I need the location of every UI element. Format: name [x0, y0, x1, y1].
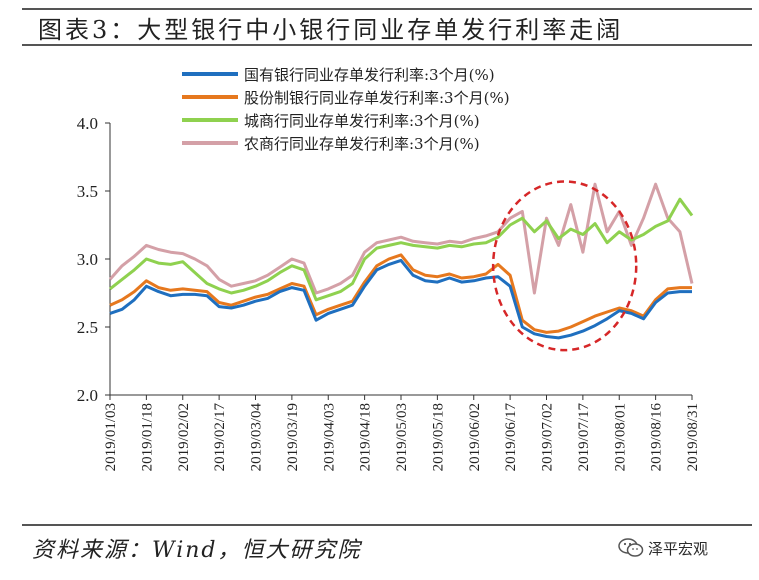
series-line-joint — [109, 253, 692, 334]
page-title: 图表3：大型银行中小银行同业存单发行利率走阔 — [38, 16, 624, 44]
x-tick-label: 2019/02/17 — [212, 403, 228, 472]
highlight-ellipse — [491, 180, 638, 352]
legend-label: 城商行同业存单发行利率:3个月(%) — [244, 112, 480, 130]
x-tick-label: 2019/04/18 — [358, 403, 374, 471]
x-tick-label: 2019/03/04 — [249, 403, 265, 472]
x-tick-label: 2019/08/31 — [685, 403, 701, 471]
title-rule-top — [22, 8, 752, 10]
y-tick-label: 3.0 — [77, 250, 98, 269]
title-rule-bottom — [22, 44, 752, 46]
y-tick-label: 2.5 — [77, 318, 98, 337]
y-tick-label: 4.0 — [77, 114, 98, 133]
x-tick-label: 2019/08/16 — [649, 403, 665, 472]
source-note: 资料来源：Wind，恒大研究院 — [32, 538, 362, 563]
x-tick-label: 2019/08/01 — [612, 403, 628, 471]
y-tick-label: 3.5 — [77, 182, 98, 201]
line-chart: 2.0 2.5 3.0 3.5 4.0 2019/01/03 2019/01/18 2019/… — [77, 66, 701, 472]
x-tick-label: 2019/03/19 — [285, 403, 301, 471]
x-tick-label: 2019/06/02 — [467, 403, 483, 471]
x-tick-label: 2019/05/18 — [430, 403, 446, 471]
brand: 泽平宏观 — [618, 536, 708, 560]
x-tick-label: 2019/01/03 — [103, 403, 119, 471]
x-tick-label: 2019/05/03 — [394, 403, 410, 471]
legend-label: 股份制银行同业存单发行利率:3个月(%) — [244, 89, 510, 107]
wechat-icon — [618, 538, 644, 557]
series-line-state — [109, 258, 692, 340]
series-line-rural — [108, 182, 694, 295]
x-tick-label: 2019/02/02 — [176, 403, 192, 471]
title-bar: 图表3：大型银行中小银行同业存单发行利率走阔 — [22, 6, 752, 44]
brand-name: 泽平宏观 — [648, 539, 709, 558]
x-tick-label: 2019/07/17 — [576, 403, 592, 472]
y-tick-label: 2.0 — [77, 386, 98, 405]
legend-label: 农商行同业存单发行利率:3个月(%) — [244, 135, 480, 153]
legend-label: 国有银行同业存单发行利率:3个月(%) — [244, 66, 495, 84]
series-line-city — [109, 197, 694, 302]
x-tick-label: 2019/04/03 — [321, 403, 337, 471]
x-tick-label: 2019/01/18 — [139, 403, 155, 471]
footer-rule — [22, 524, 752, 526]
x-tick-label: 2019/06/17 — [503, 403, 519, 472]
x-tick-label: 2019/07/02 — [540, 403, 556, 471]
